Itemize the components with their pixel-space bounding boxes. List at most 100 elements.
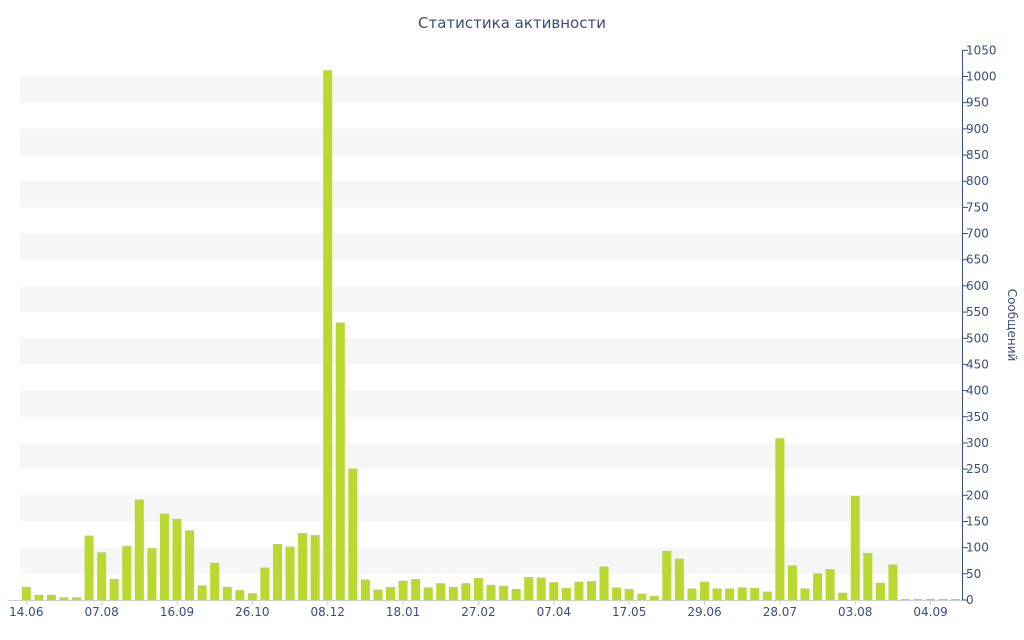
bar (926, 598, 936, 600)
bar (197, 585, 207, 600)
x-tick-label: 08.12 (311, 605, 345, 619)
bar (913, 598, 923, 600)
bar (875, 582, 885, 600)
bar (247, 593, 257, 600)
grid-band (20, 181, 962, 208)
bar (863, 552, 873, 600)
x-tick-label: 18.01 (386, 605, 420, 619)
bar (486, 584, 496, 600)
bar (549, 582, 559, 600)
bar (84, 535, 94, 600)
grid-band (20, 338, 962, 365)
bar (599, 566, 609, 600)
y-tick-label: 650 (966, 253, 989, 267)
bar (700, 581, 710, 600)
bar (473, 578, 483, 600)
bar (21, 586, 31, 600)
bar (586, 581, 596, 600)
grid-band (20, 390, 962, 417)
y-tick-label: 100 (966, 541, 989, 555)
bar (561, 587, 571, 600)
x-tick-label: 27.02 (461, 605, 495, 619)
x-tick-label: 03.08 (838, 605, 872, 619)
bar (97, 552, 107, 600)
bar (448, 586, 458, 600)
y-tick-label: 850 (966, 148, 989, 162)
bar (574, 581, 584, 600)
y-tick-label: 700 (966, 227, 989, 241)
y-tick-label: 500 (966, 331, 989, 345)
bar (938, 598, 948, 600)
x-tick-label: 04.09 (913, 605, 947, 619)
bar (172, 518, 182, 600)
y-tick-label: 900 (966, 122, 989, 136)
y-tick-label: 300 (966, 436, 989, 450)
y-tick-label: 1000 (966, 70, 997, 84)
bar (298, 532, 308, 600)
bar (900, 598, 910, 600)
bar (787, 565, 797, 600)
bar (360, 579, 370, 600)
bar (800, 588, 810, 600)
y-tick-label: 0 (966, 593, 974, 607)
y-tick-label: 400 (966, 384, 989, 398)
bar (750, 587, 760, 600)
x-tick-label: 07.04 (537, 605, 571, 619)
bar (423, 587, 433, 600)
bar (524, 576, 534, 600)
y-tick-label: 600 (966, 279, 989, 293)
bar (461, 583, 471, 600)
grid-band (20, 442, 962, 470)
bar (637, 593, 647, 600)
y-tick-label: 450 (966, 357, 989, 371)
bar (649, 595, 659, 600)
bar (888, 564, 898, 600)
y-tick-label: 200 (966, 488, 989, 502)
bar (624, 589, 634, 600)
x-tick-label: 07.08 (84, 605, 118, 619)
grid-band (20, 285, 962, 313)
bar (185, 530, 195, 600)
bar (511, 589, 521, 600)
grid-band (20, 233, 962, 260)
y-tick-label: 550 (966, 305, 989, 319)
bar (850, 495, 860, 600)
bar (235, 590, 245, 600)
bar (825, 569, 835, 600)
bar (373, 589, 383, 600)
bar (310, 535, 320, 600)
y-tick-label: 800 (966, 174, 989, 188)
bar (838, 592, 848, 600)
bar (348, 468, 358, 600)
x-tick-label: 16.09 (160, 605, 194, 619)
bar (260, 567, 270, 600)
y-tick-label: 250 (966, 462, 989, 476)
bar (411, 579, 421, 600)
bar (323, 70, 333, 601)
grid-band (20, 495, 962, 522)
bar (398, 580, 408, 600)
x-tick-label: 29.06 (687, 605, 721, 619)
bar (34, 594, 44, 600)
bar (436, 583, 446, 600)
bar (134, 499, 144, 600)
bar (159, 513, 169, 600)
bar (335, 322, 345, 600)
bar (775, 438, 785, 600)
bar (536, 577, 546, 600)
grid-band (20, 128, 962, 156)
bar (662, 550, 672, 600)
bar (46, 594, 56, 600)
bar (499, 585, 509, 600)
y-tick-label: 1050 (966, 43, 997, 57)
bar (59, 597, 69, 600)
bar (612, 587, 622, 600)
bar (762, 591, 772, 600)
bar (674, 558, 684, 600)
bar (386, 586, 396, 600)
bar (72, 597, 82, 600)
y-tick-label: 350 (966, 410, 989, 424)
bar (147, 548, 157, 600)
